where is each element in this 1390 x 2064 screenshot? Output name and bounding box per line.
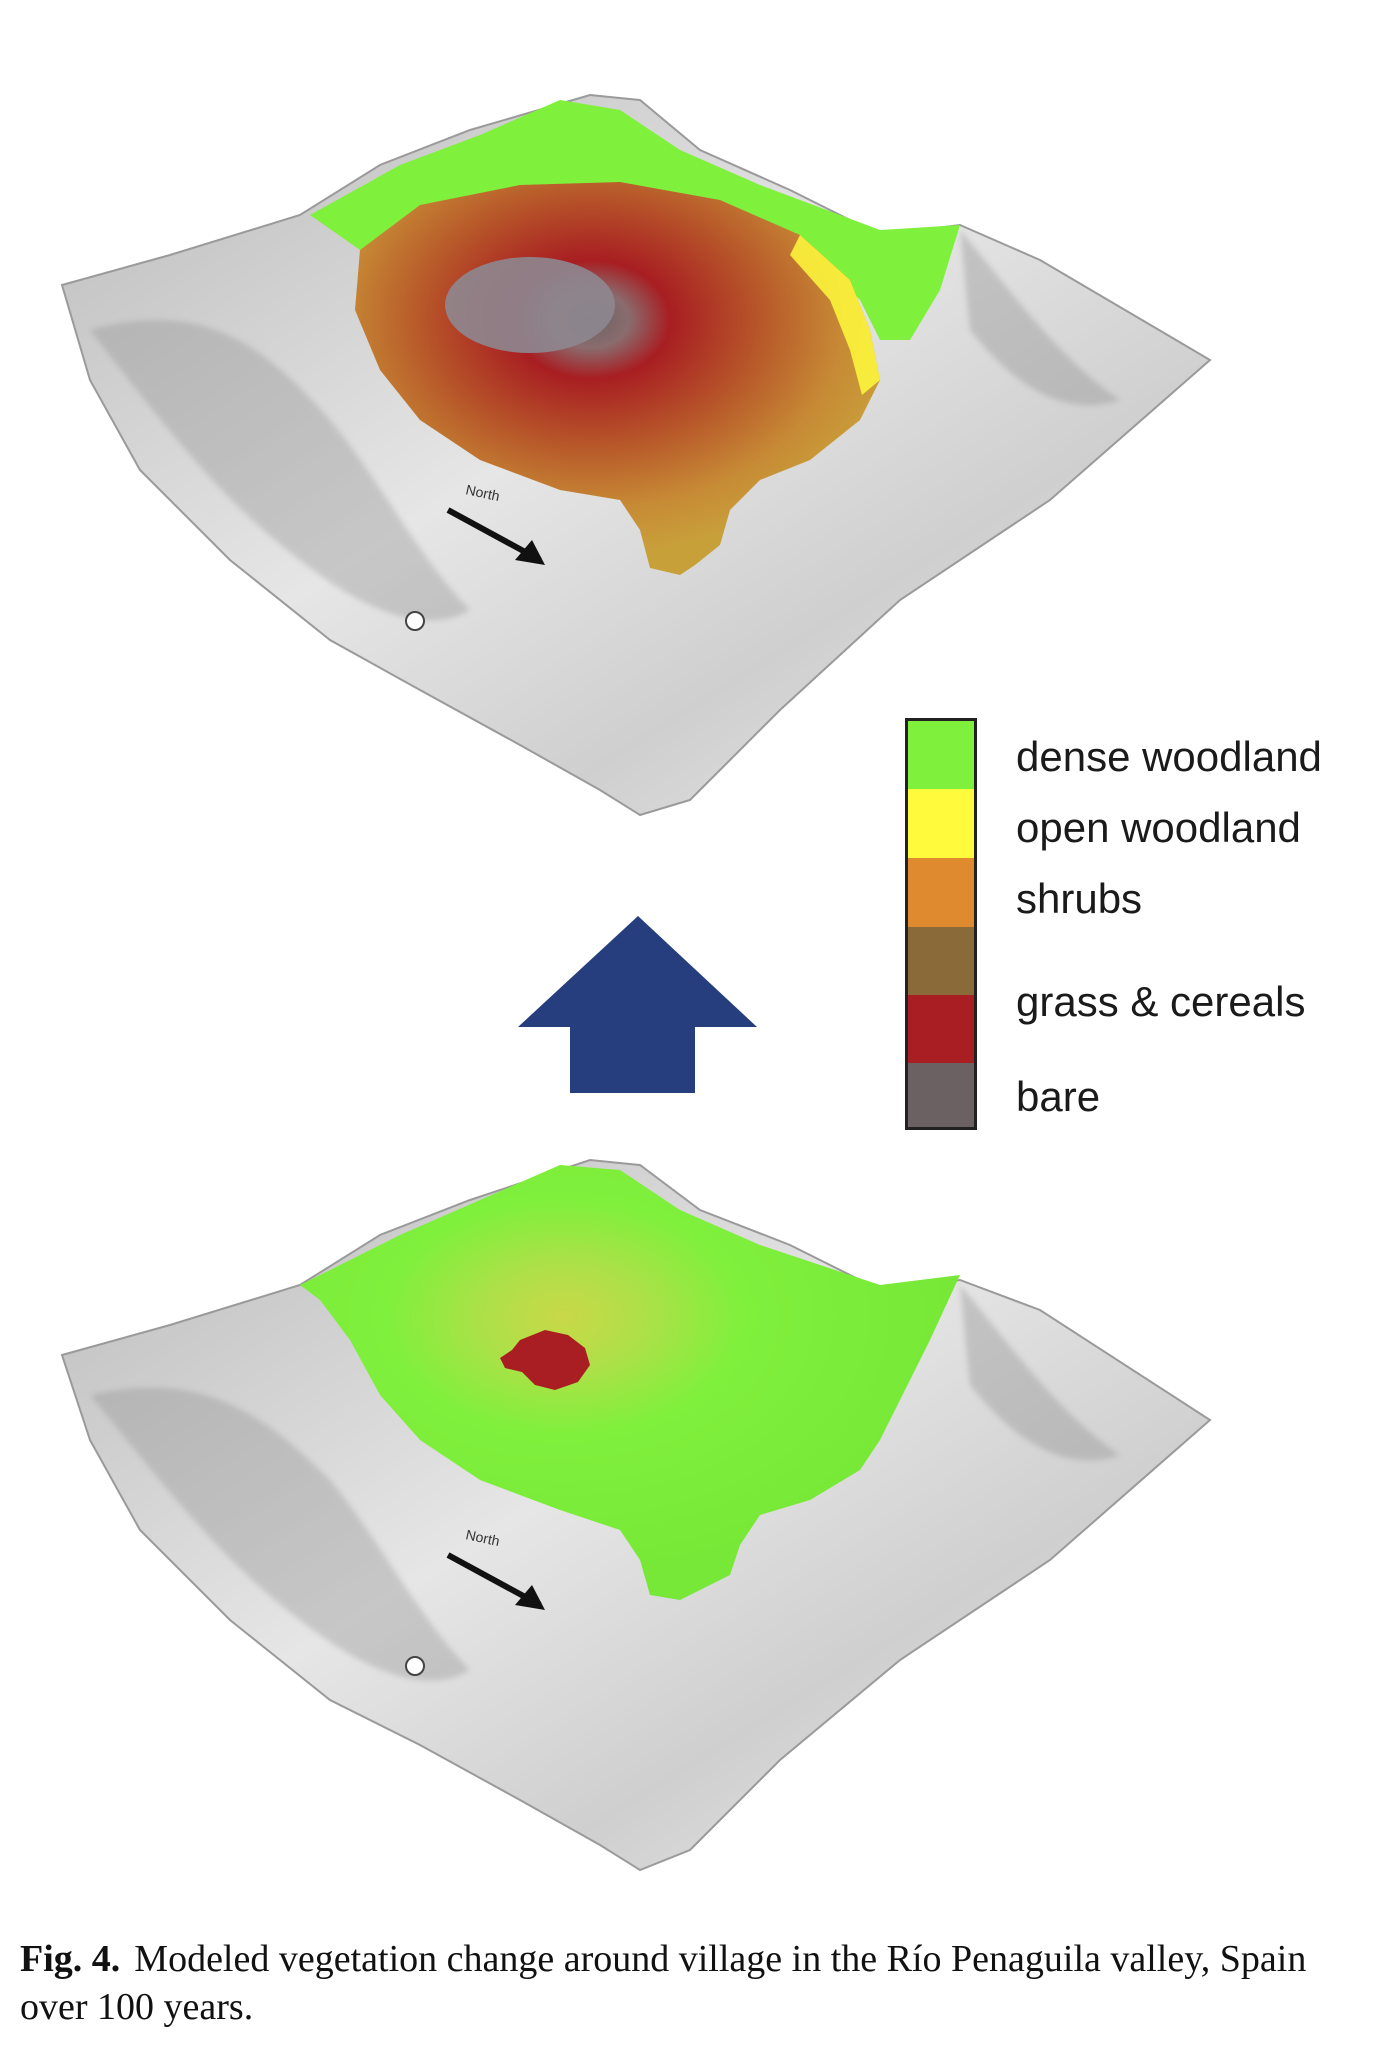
figure-label: Fig. 4. — [20, 1938, 121, 1980]
legend-swatch-red — [908, 995, 974, 1063]
bottom-terrain-shading — [90, 1387, 470, 1681]
up-arrow — [518, 916, 757, 1093]
legend-swatch-dense-woodland — [908, 721, 974, 789]
top-north-label: North — [464, 481, 501, 504]
bottom-terrain-ridge — [960, 1285, 1120, 1461]
figure-caption-text: Modeled vegetation change around village… — [20, 1938, 1307, 2028]
bottom-north-arrowhead — [515, 1585, 545, 1610]
legend-swatch-bare — [908, 1063, 974, 1127]
legend-swatch-open-woodland — [908, 789, 974, 858]
top-terrain-shading — [90, 320, 470, 621]
legend-label-shrubs: shrubs — [1016, 875, 1143, 922]
bottom-terrain-map: North — [60, 1158, 1212, 1872]
bottom-red-patch — [500, 1330, 590, 1390]
top-village-marker — [405, 611, 425, 631]
top-bare-area — [445, 257, 615, 353]
legend-label-grass-cereals: grass & cereals — [1016, 978, 1306, 1025]
top-terrain-ridge — [960, 230, 1120, 406]
bottom-north-label: North — [464, 1526, 501, 1549]
figure-caption: Fig. 4. Modeled vegetation change around … — [20, 1935, 1370, 2031]
bottom-village-marker — [405, 1656, 425, 1676]
vegetation-legend — [905, 718, 977, 1130]
bottom-vegetation-zone — [300, 1165, 960, 1600]
top-green-zone — [310, 100, 960, 340]
legend-label-bare: bare — [1016, 1073, 1101, 1120]
legend-swatch-grass-cereals — [908, 927, 974, 995]
top-terrain-map: North — [60, 93, 1212, 817]
top-yellow-edge — [790, 235, 880, 395]
legend-label-open-woodland: open woodland — [1016, 804, 1301, 851]
legend-swatch-shrubs — [908, 858, 974, 927]
figure-graphic: North North — [60, 93, 1212, 1872]
legend-label-dense-woodland: dense woodland — [1016, 733, 1322, 780]
top-north-arrowhead — [515, 540, 545, 565]
